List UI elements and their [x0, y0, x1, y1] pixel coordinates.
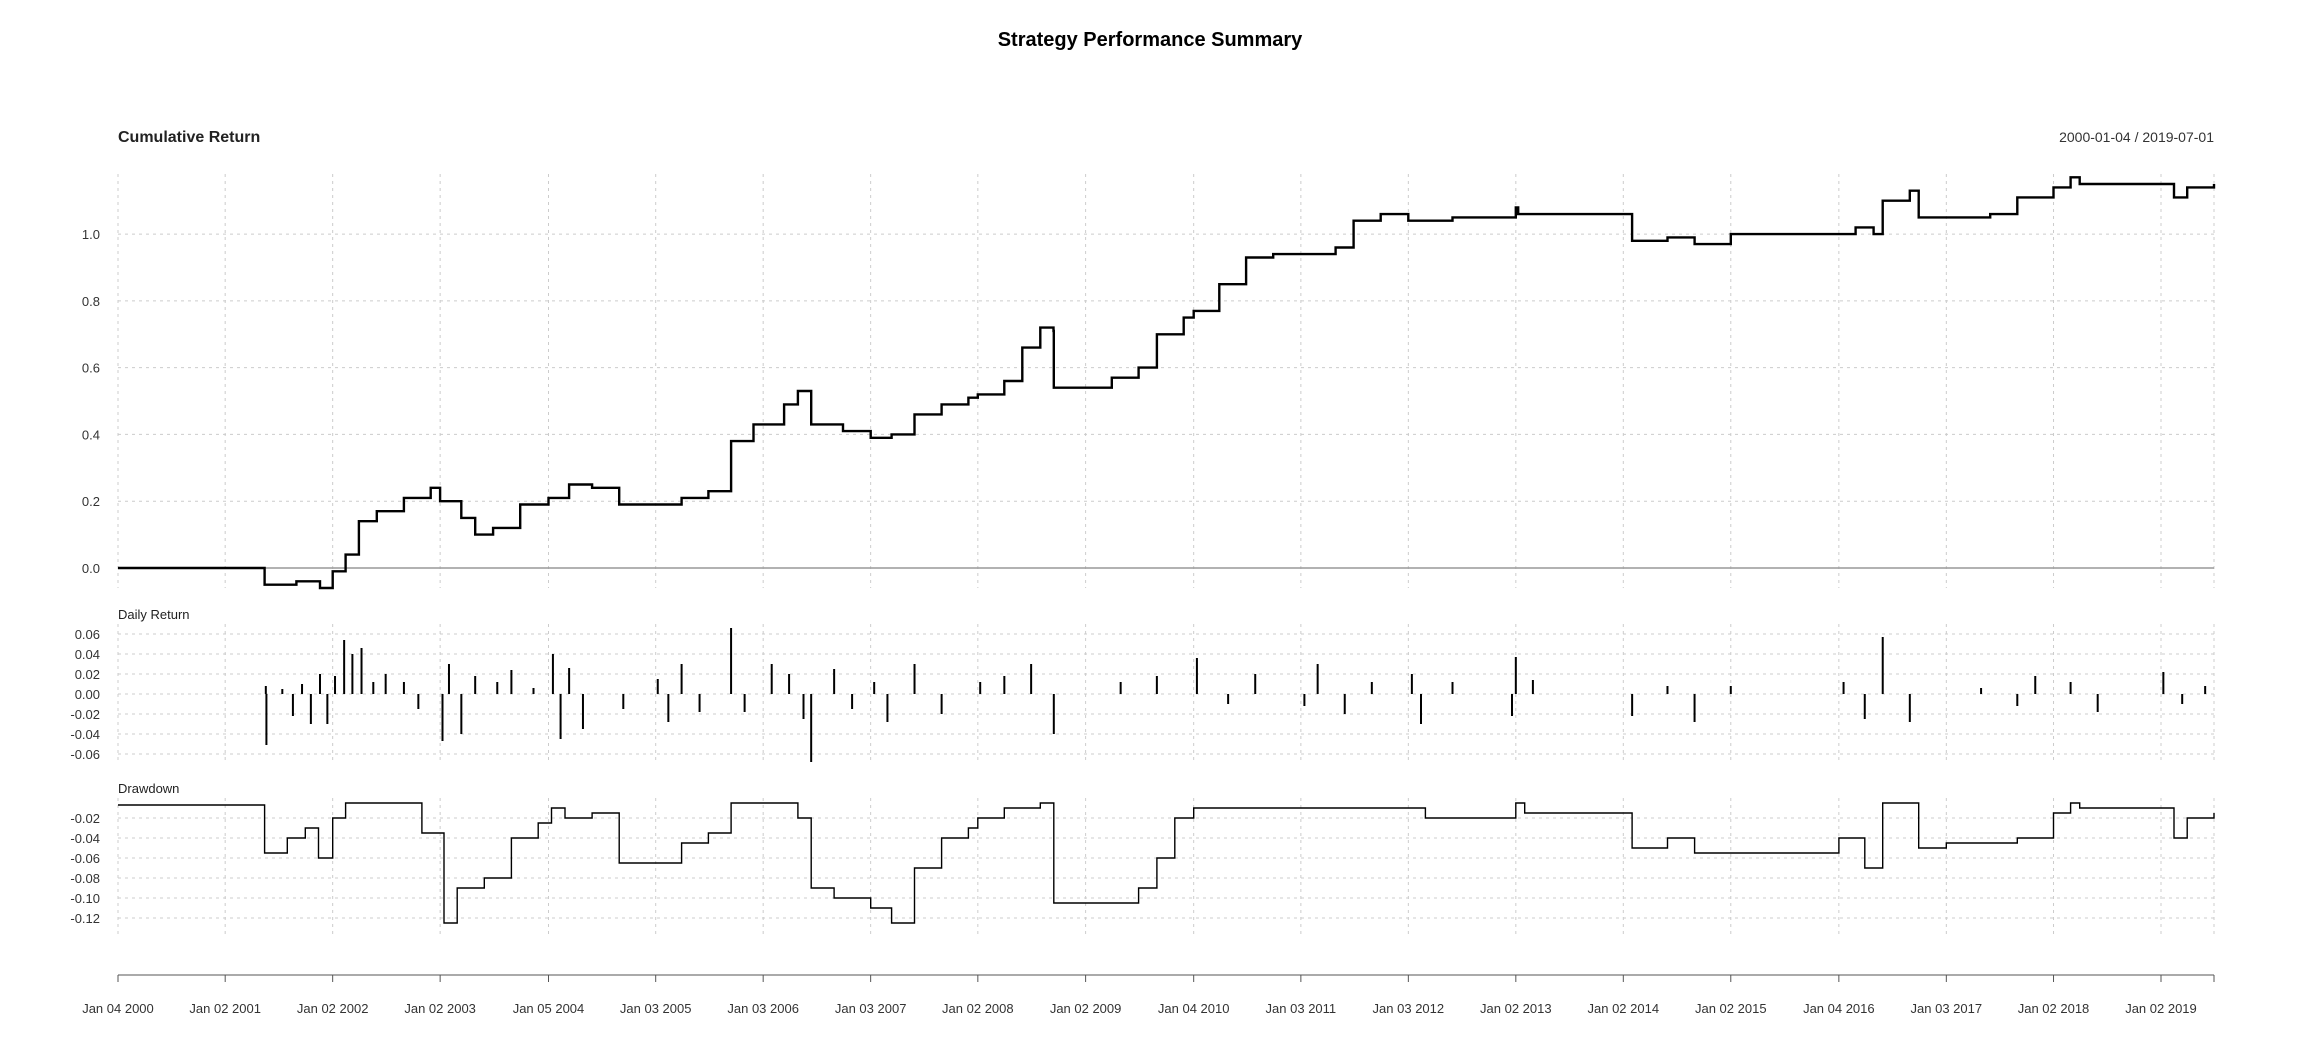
x-tick-label: Jan 02 2014 [1588, 1001, 1660, 1016]
y-tick-label: 0.6 [82, 361, 100, 376]
x-tick-label: Jan 04 2000 [82, 1001, 154, 1016]
y-tick-label: 0.8 [82, 294, 100, 309]
x-tick-label: Jan 03 2011 [1266, 1001, 1337, 1016]
chart-title: Strategy Performance Summary [998, 29, 1303, 51]
x-tick-label: Jan 03 2006 [727, 1001, 799, 1016]
drawdown-panel: -0.02 -0.04 -0.06 -0.08 -0.10 -0.12 [70, 802, 2215, 926]
y-tick-label: 0.06 [75, 627, 100, 642]
x-tick-label: Jan 03 2017 [1911, 1001, 1983, 1016]
cumulative-panel-title: Cumulative Return [118, 129, 260, 146]
y-tick-label: 0.02 [75, 667, 100, 682]
x-axis: Jan 04 2000 Jan 02 2001 Jan 02 2002 Jan 02 … [82, 974, 2215, 1016]
drawdown-panel-title: Drawdown [118, 781, 179, 796]
x-tick-label: Jan 02 2019 [2125, 1001, 2197, 1016]
y-tick-label: 0.0 [82, 561, 100, 576]
x-tick-label: Jan 02 2001 [189, 1001, 261, 1016]
y-tick-label: -0.02 [70, 707, 100, 722]
y-tick-label: 0.00 [75, 687, 100, 702]
date-range-label: 2000-01-04 / 2019-07-01 [2059, 129, 2214, 145]
y-tick-label: 0.4 [82, 427, 100, 442]
x-tick-label: Jan 03 2007 [835, 1001, 907, 1016]
x-tick-label: Jan 02 2009 [1050, 1001, 1122, 1016]
x-tick-label: Jan 05 2004 [513, 1001, 585, 1016]
y-tick-label: -0.04 [70, 831, 100, 846]
x-tick-label: Jan 02 2015 [1695, 1001, 1767, 1016]
x-tick-label: Jan 02 2018 [2018, 1001, 2090, 1016]
x-tick-label: Jan 02 2002 [297, 1001, 369, 1016]
y-tick-label: -0.10 [70, 891, 100, 906]
y-tick-label: -0.06 [70, 851, 100, 866]
x-tick-label: Jan 03 2012 [1373, 1001, 1445, 1016]
y-tick-label: 0.04 [75, 647, 100, 662]
y-tick-label: 1.0 [82, 227, 100, 242]
y-tick-label: -0.02 [70, 811, 100, 826]
y-tick-label: -0.04 [70, 727, 100, 742]
x-tick-label: Jan 02 2013 [1480, 1001, 1552, 1016]
x-tick-label: Jan 03 2005 [620, 1001, 692, 1016]
y-tick-label: 0.2 [82, 494, 100, 509]
y-tick-label: -0.08 [70, 871, 100, 886]
drawdown-line [118, 802, 2215, 924]
grid-layer [117, 174, 2215, 938]
y-tick-label: -0.12 [70, 911, 100, 926]
daily-return-panel: 0.06 0.04 0.02 0.00 -0.02 -0.04 -0.06 [70, 627, 2207, 762]
cumulative-return-panel: 0.0 0.2 0.4 0.6 0.8 1.0 [82, 176, 2216, 590]
x-tick-label: Jan 02 2008 [942, 1001, 1014, 1016]
y-tick-label: -0.06 [70, 747, 100, 762]
x-tick-label: Jan 02 2003 [404, 1001, 476, 1016]
x-tick-label: Jan 04 2010 [1158, 1001, 1230, 1016]
daily-panel-title: Daily Return [118, 607, 190, 622]
cumulative-return-line [118, 176, 2216, 590]
x-tick-label: Jan 04 2016 [1803, 1001, 1875, 1016]
